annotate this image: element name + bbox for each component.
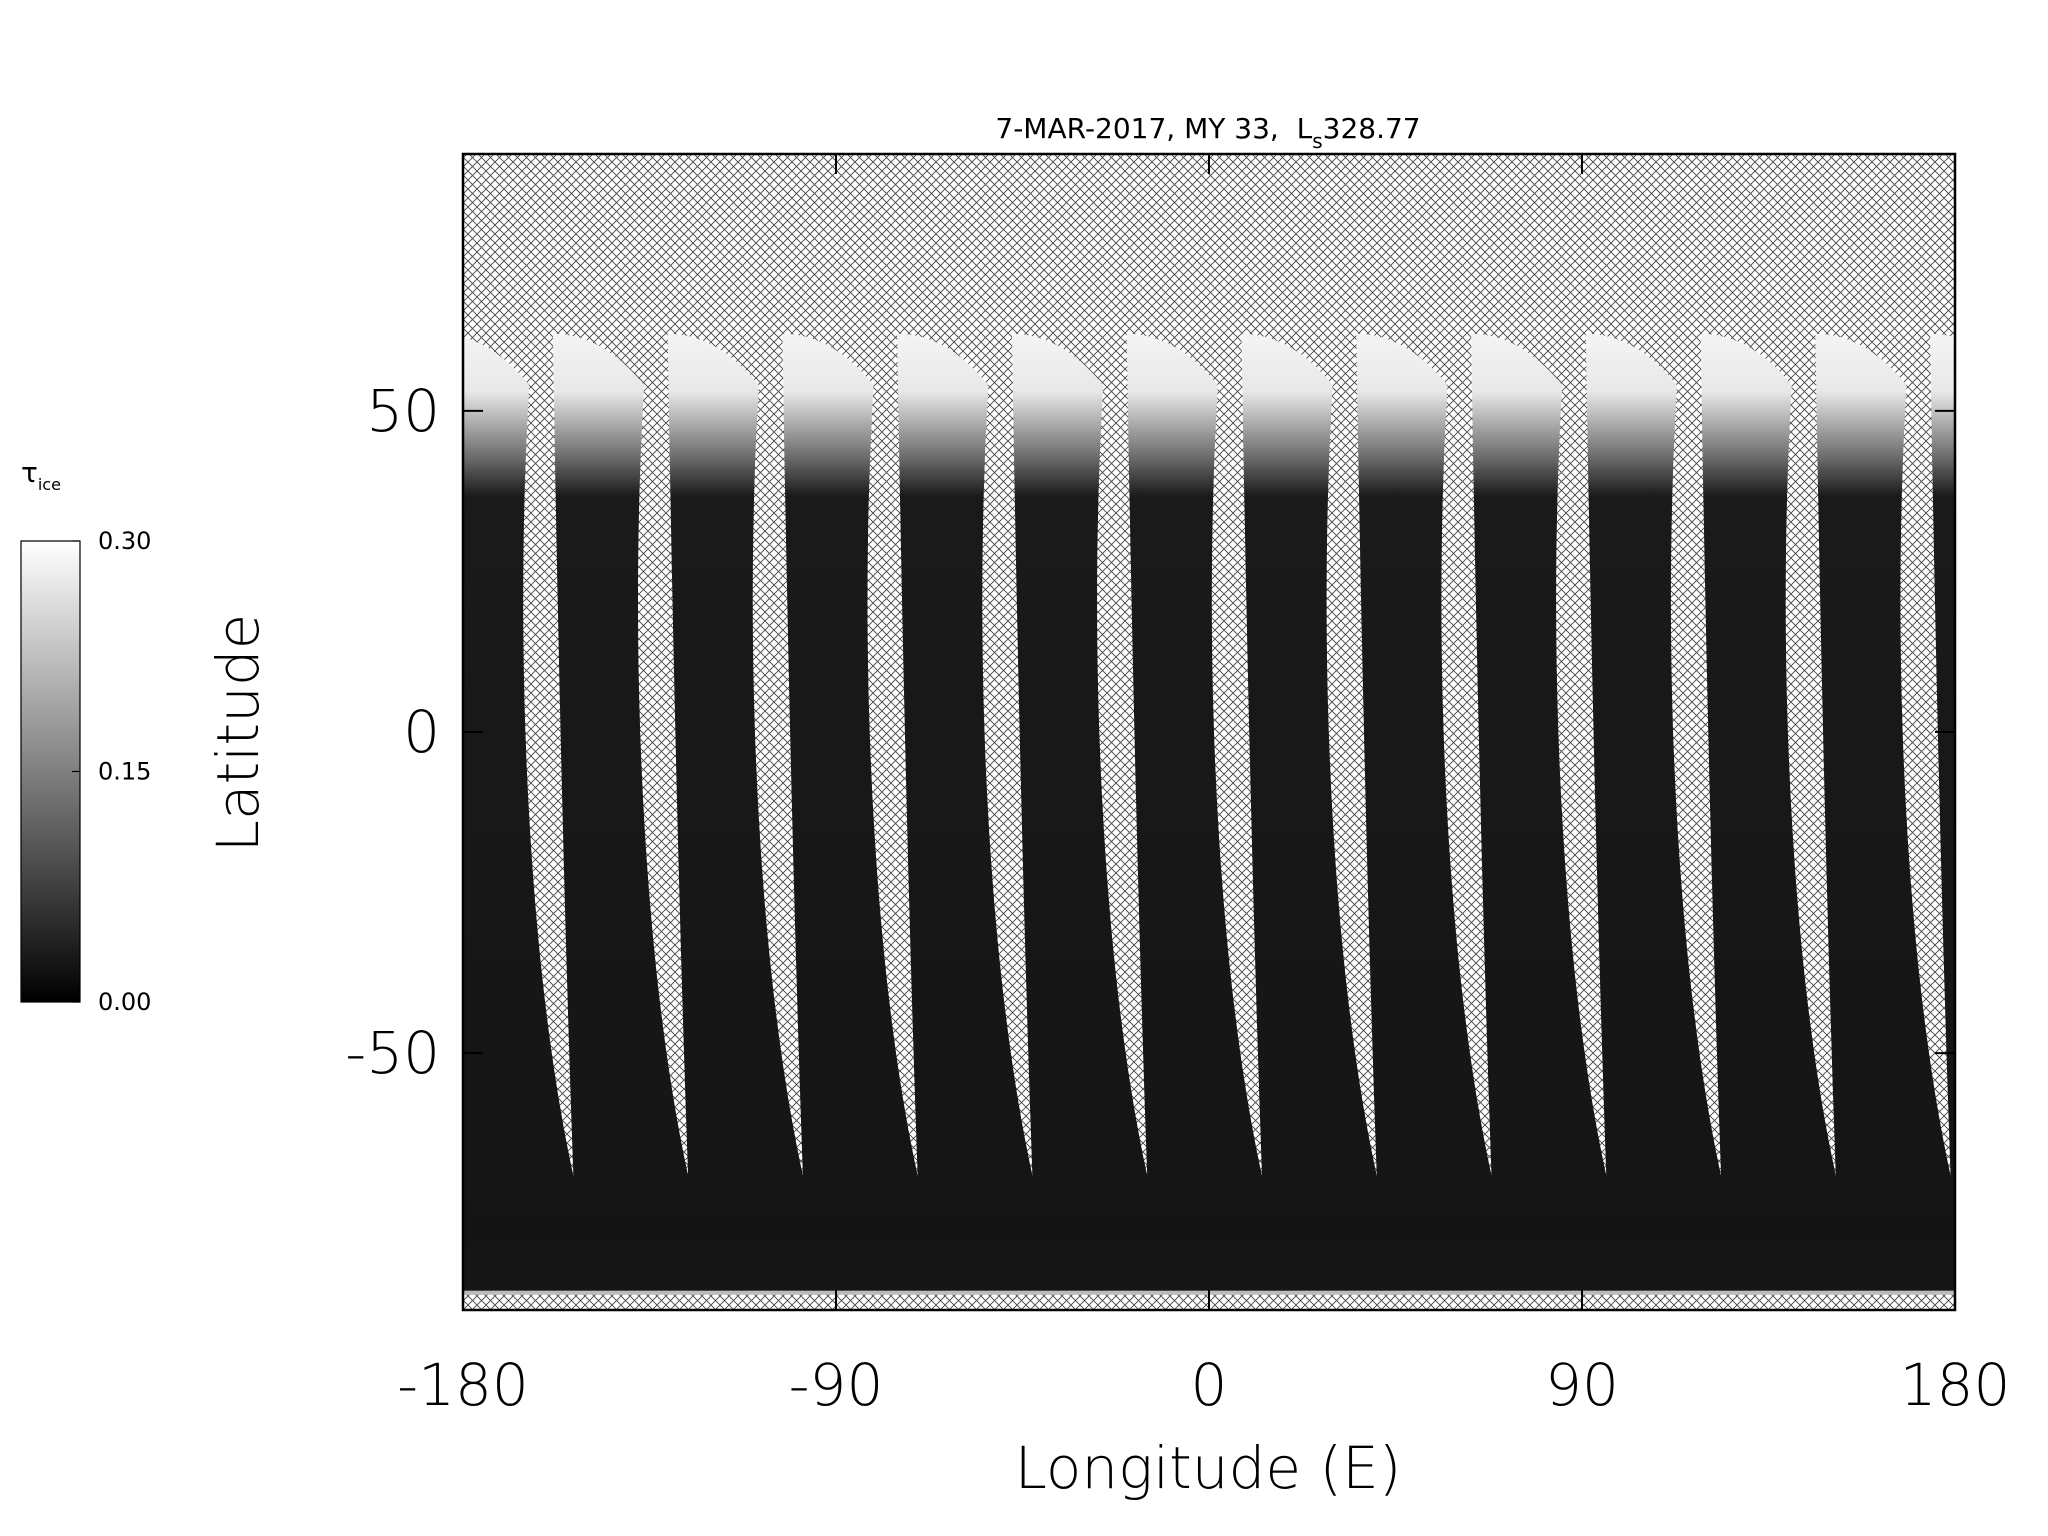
colorbar-tick-label: 0.15 bbox=[98, 758, 151, 786]
x-tick-label: 180 bbox=[1900, 1351, 2011, 1419]
swath bbox=[1012, 333, 1178, 1291]
swath bbox=[1700, 333, 1867, 1291]
chart-title: 7-MAR-2017, MY 33, Ls328.77 bbox=[995, 112, 1420, 153]
title-subscript: s bbox=[1312, 129, 1322, 153]
swath bbox=[782, 333, 949, 1291]
colorbar-symbol: τ bbox=[21, 456, 38, 489]
swath bbox=[1585, 333, 1752, 1291]
swath bbox=[552, 333, 719, 1291]
south-band bbox=[463, 1245, 1955, 1291]
swath bbox=[1471, 333, 1637, 1291]
colorbar-subscript: ice bbox=[38, 475, 61, 494]
swath bbox=[1930, 333, 1955, 1291]
swath bbox=[463, 337, 604, 1291]
swath bbox=[1356, 333, 1523, 1291]
swath bbox=[1126, 333, 1293, 1291]
y-tick-label: 50 bbox=[366, 377, 440, 445]
title-value: 328.77 bbox=[1323, 112, 1421, 145]
colorbar-tick-label: 0.00 bbox=[98, 988, 151, 1016]
map-image bbox=[463, 154, 1955, 1310]
y-tick-label: 0 bbox=[403, 698, 440, 766]
swath bbox=[667, 333, 834, 1291]
x-tick-label: 0 bbox=[1191, 1351, 1228, 1419]
x-axis-label: Longitude (E) bbox=[1015, 1434, 1402, 1502]
colorbar bbox=[20, 540, 81, 1003]
x-tick-label: -90 bbox=[789, 1351, 884, 1419]
colorbar-tick-label: 0.30 bbox=[98, 527, 151, 555]
colorbar-label: τice bbox=[21, 456, 61, 494]
swath bbox=[1815, 333, 1955, 1291]
swath bbox=[1241, 333, 1408, 1291]
swath bbox=[897, 333, 1063, 1291]
y-tick-label: -50 bbox=[345, 1019, 440, 1087]
y-axis-label: Latitude bbox=[204, 614, 272, 853]
title-text: 7-MAR-2017, MY 33, L bbox=[995, 112, 1312, 145]
x-tick-label: 90 bbox=[1545, 1351, 1619, 1419]
x-tick-label: -180 bbox=[397, 1351, 529, 1419]
